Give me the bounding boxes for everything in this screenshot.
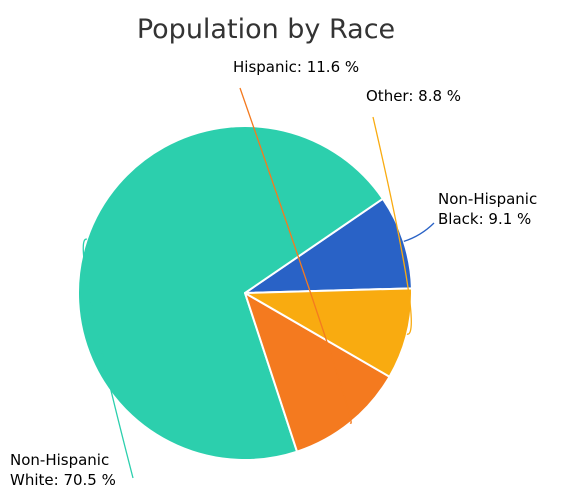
- label-connectors: [82, 87, 435, 479]
- pie-slice-non-hispanic-white[interactable]: [77, 125, 384, 461]
- data-label-non-hispanic-black: Non-Hispanic Black: 9.1 %: [438, 190, 537, 228]
- pie-slice-other[interactable]: [244, 287, 413, 378]
- pie-slice-non-hispanic-black[interactable]: [244, 197, 413, 294]
- connector-non-hispanic-black: [403, 222, 435, 243]
- data-label-non-hispanic-white: Non-Hispanic White: 70.5 %: [10, 451, 116, 489]
- connector-non-hispanic-white: [82, 238, 134, 479]
- chart-title: Population by Race: [137, 14, 395, 45]
- connector-hispanic: [239, 87, 352, 424]
- pie-slices: [77, 125, 413, 461]
- data-label-other: Other: 8.8 %: [366, 87, 461, 105]
- connector-other: [372, 116, 412, 335]
- data-labels: Non-Hispanic Black: 9.1 % Non-Hispanic Whit…: [10, 58, 537, 489]
- data-label-hispanic: Hispanic: 11.6 %: [233, 58, 359, 76]
- pie-slice-hispanic[interactable]: [244, 292, 391, 453]
